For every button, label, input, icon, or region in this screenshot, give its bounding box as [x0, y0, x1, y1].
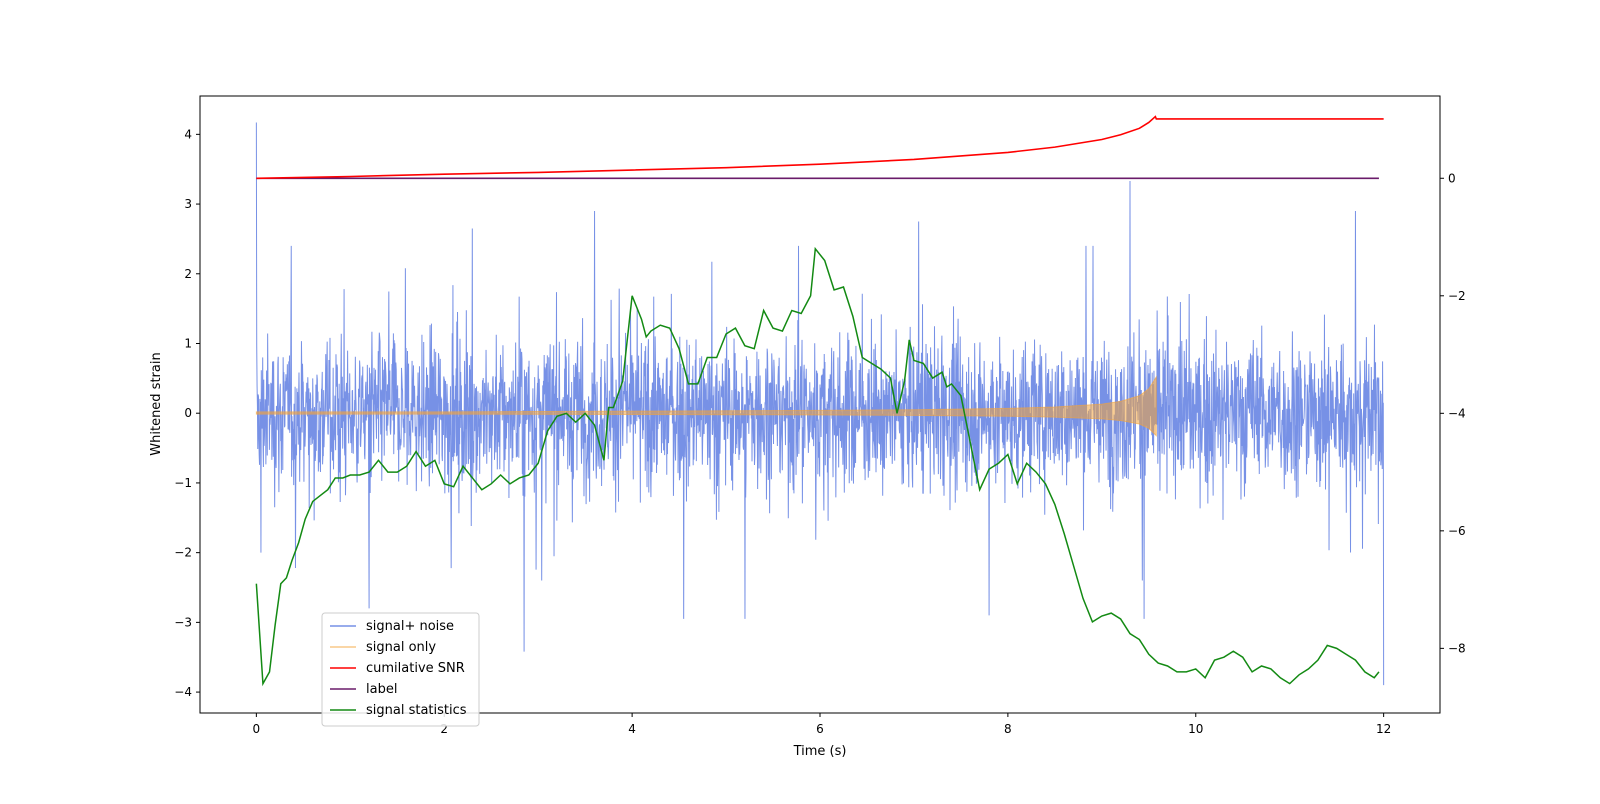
legend-label: signal+ noise [366, 619, 454, 634]
series-cumilative-snr [256, 115, 1384, 180]
y-axis-right: −8 −6 −4 −2 0 [1440, 171, 1466, 655]
y-tick-label: −1 [174, 476, 192, 490]
legend: signal+ noise signal only cumilative SNR la… [321, 612, 480, 727]
legend-label: label [366, 682, 397, 697]
legend-label: signal statistics [366, 703, 467, 718]
y-tick-label: −4 [174, 685, 192, 699]
y2-tick-label: −6 [1448, 524, 1466, 538]
legend-label: cumilative SNR [366, 661, 465, 676]
x-tick-label: 6 [816, 722, 824, 736]
x-axis-title: Time (s) [793, 744, 847, 759]
y-axis-title: Whitened strain [149, 352, 164, 455]
y2-tick-label: −2 [1448, 289, 1466, 303]
y-tick-label: −3 [174, 615, 192, 629]
y2-tick-label: 0 [1448, 171, 1456, 185]
y-tick-label: 1 [184, 336, 192, 350]
y-tick-label: 2 [184, 267, 192, 281]
x-tick-label: 8 [1004, 722, 1012, 736]
y-axis-left: −4 −3 −2 −1 0 1 2 3 4 [174, 127, 200, 699]
legend-label: signal only [366, 640, 436, 655]
series-signal-noise [255, 122, 1385, 686]
x-tick-label: 2 [440, 722, 448, 736]
y-tick-label: 4 [184, 127, 192, 141]
x-tick-label: 10 [1188, 722, 1203, 736]
x-tick-label: 4 [628, 722, 636, 736]
y2-tick-label: −4 [1448, 406, 1466, 420]
series-signal-only [255, 375, 1157, 437]
y-tick-label: −2 [174, 546, 192, 560]
y-tick-label: 0 [184, 406, 192, 420]
x-tick-label: 0 [253, 722, 261, 736]
y-tick-label: 3 [184, 197, 192, 211]
legend-box [321, 612, 480, 727]
x-axis: 0 2 4 6 8 10 12 [253, 713, 1391, 736]
x-tick-label: 12 [1376, 722, 1391, 736]
series-signal-statistics [255, 246, 1380, 687]
y2-tick-label: −8 [1448, 641, 1466, 655]
